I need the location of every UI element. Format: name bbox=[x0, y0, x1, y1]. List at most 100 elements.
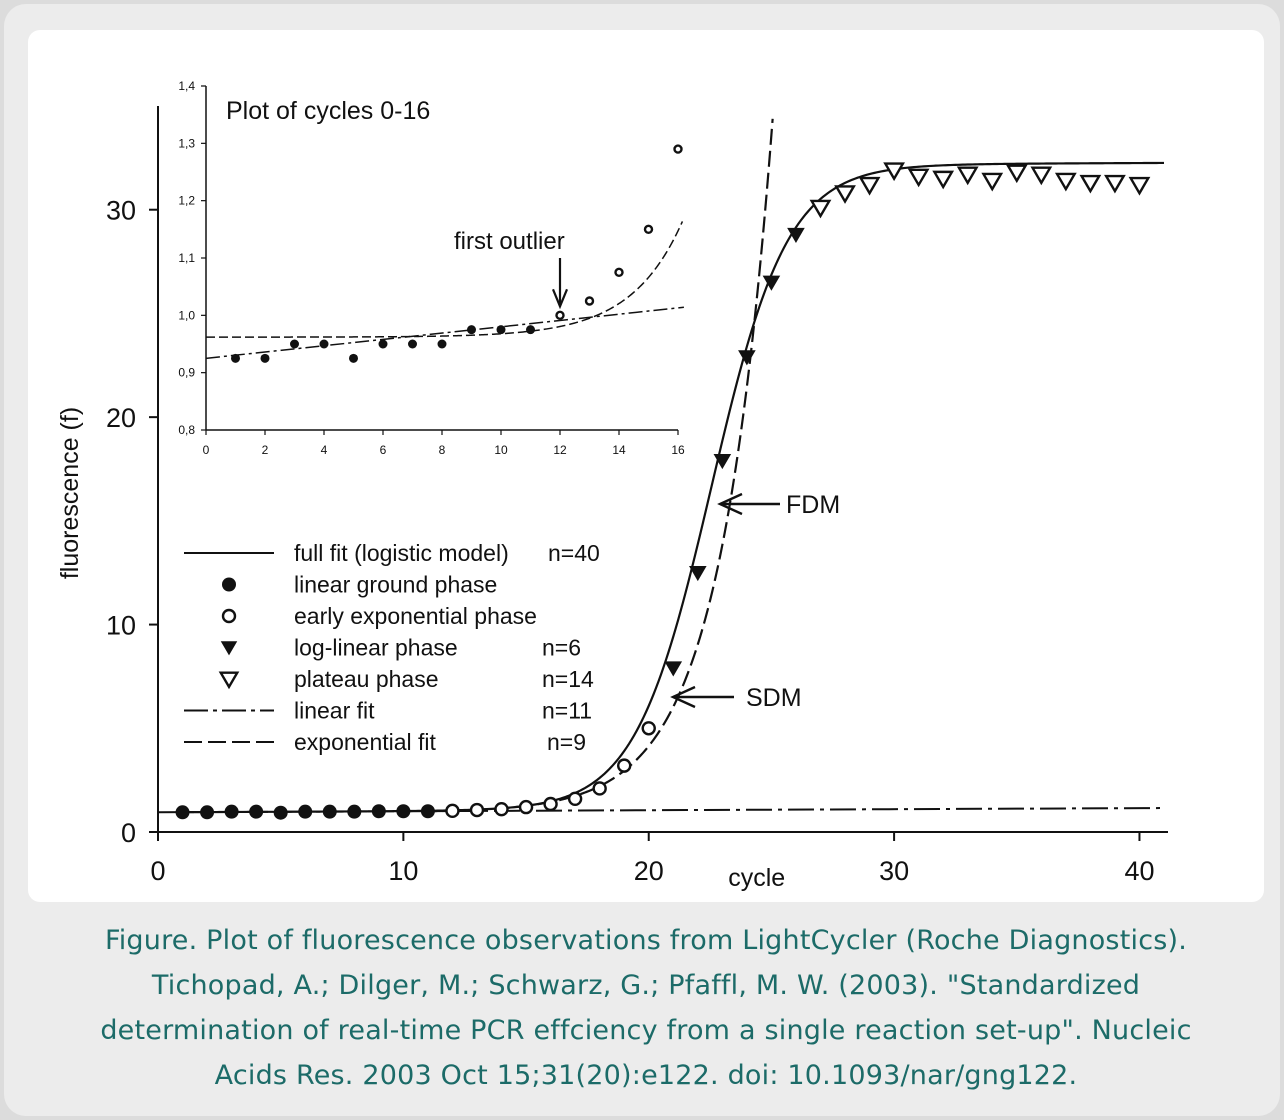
data-point-open-circle bbox=[445, 803, 460, 819]
exponential-fit-line bbox=[427, 118, 774, 813]
inset-exponential-fit-line bbox=[206, 221, 684, 338]
first-outlier-label: first outlier bbox=[454, 228, 565, 255]
inset-y-tick-label: 0,9 bbox=[178, 366, 195, 380]
inset-data-point-filled-circle bbox=[349, 353, 358, 363]
data-point-filled-circle bbox=[224, 804, 239, 819]
x-tick-label: 0 bbox=[150, 856, 165, 886]
legend-item: linear fit n=11 bbox=[184, 698, 592, 724]
data-point-filled-circle bbox=[175, 805, 190, 820]
inset-x-tick-label: 2 bbox=[262, 443, 269, 457]
x-tick-label: 20 bbox=[634, 856, 664, 886]
legend-item: full fit (logistic model) n=40 bbox=[184, 540, 600, 566]
inset-y-tick-label: 1,0 bbox=[178, 308, 195, 322]
data-point-filled-circle bbox=[298, 804, 313, 819]
inset-x-tick-label: 4 bbox=[321, 443, 328, 457]
data-point-filled-circle bbox=[322, 804, 337, 819]
legend-marker-open-circle bbox=[221, 608, 237, 624]
data-point-open-circle bbox=[616, 758, 632, 773]
main-data-points bbox=[175, 162, 1151, 820]
legend-label: early exponential phase bbox=[294, 603, 537, 629]
inset-data-point-filled-circle bbox=[526, 325, 535, 335]
inset-data-point-filled-circle bbox=[408, 339, 417, 349]
data-point-open-triangle bbox=[834, 185, 856, 204]
data-point-open-triangle bbox=[1104, 174, 1126, 194]
data-point-open-triangle bbox=[956, 166, 979, 186]
data-point-open-triangle bbox=[883, 162, 905, 182]
data-point-open-triangle bbox=[809, 199, 832, 219]
figure-frame: 0 10 20 30 40 0 10 20 30 cycle fluorescence (f) 0 2… bbox=[4, 4, 1280, 1116]
inset-data-point-filled-circle bbox=[231, 353, 240, 363]
data-point-open-triangle bbox=[932, 170, 955, 190]
inset-data-point-filled-circle bbox=[467, 325, 476, 335]
inset-data-point-filled-circle bbox=[290, 339, 299, 349]
data-point-open-triangle bbox=[1005, 164, 1028, 184]
inset-y-tick-label: 0,8 bbox=[178, 423, 195, 437]
data-point-open-triangle bbox=[858, 176, 881, 196]
figure-caption: Figure. Plot of fluorescence observation… bbox=[34, 918, 1258, 1098]
data-point-open-circle bbox=[469, 802, 485, 818]
x-tick-label: 40 bbox=[1124, 856, 1154, 886]
chart: 0 10 20 30 40 0 10 20 30 cycle fluorescence (f) 0 2… bbox=[56, 79, 1168, 892]
data-point-open-triangle bbox=[981, 172, 1004, 192]
sdm-annotation: SDM bbox=[670, 684, 802, 712]
data-point-open-circle bbox=[641, 721, 656, 736]
fdm-annotation-head bbox=[717, 492, 743, 516]
y-tick-label: 20 bbox=[106, 403, 136, 433]
inset-data-point-filled-circle bbox=[378, 339, 388, 349]
inset-linear-fit-line bbox=[205, 306, 684, 360]
legend-label: linear fit bbox=[294, 698, 375, 724]
legend-item: exponential fit n=9 bbox=[184, 729, 586, 755]
data-point-open-triangle bbox=[907, 168, 930, 188]
legend-n-value: n=40 bbox=[548, 540, 600, 566]
inset-data-point-open-circle bbox=[643, 224, 654, 235]
y-tick-label: 10 bbox=[106, 611, 136, 641]
inset-data-point-filled-circle bbox=[496, 325, 506, 335]
y-tick-label: 30 bbox=[106, 196, 136, 226]
data-point-open-circle bbox=[518, 799, 534, 815]
x-axis-label: cycle bbox=[728, 864, 785, 892]
data-point-filled-triangle bbox=[787, 227, 805, 244]
data-point-open-triangle bbox=[1054, 172, 1077, 192]
fdm-annotation-label: FDM bbox=[786, 491, 840, 519]
data-point-filled-circle bbox=[200, 805, 215, 820]
legend-n-value: n=9 bbox=[547, 729, 586, 755]
inset-x-tick-label: 10 bbox=[494, 443, 508, 457]
sdm-annotation-head bbox=[670, 685, 696, 709]
legend-label: log-linear phase bbox=[294, 635, 458, 661]
legend-n-value: n=14 bbox=[542, 666, 594, 692]
data-point-filled-circle bbox=[371, 804, 386, 819]
inset-y-tick-label: 1,1 bbox=[178, 251, 195, 265]
inset-x-tick-label: 14 bbox=[612, 443, 626, 457]
figure-panel: 0 10 20 30 40 0 10 20 30 cycle fluorescence (f) 0 2… bbox=[28, 30, 1264, 902]
legend-n-value: n=11 bbox=[542, 698, 592, 724]
main-fit-lines bbox=[157, 118, 1165, 814]
inset-title: Plot of cycles 0-16 bbox=[226, 97, 430, 125]
data-point-open-triangle bbox=[1079, 174, 1102, 194]
data-point-filled-triangle bbox=[689, 565, 707, 582]
y-tick-label: 0 bbox=[121, 818, 136, 848]
inset-data-point-filled-circle bbox=[319, 339, 329, 349]
inset-data-point-open-circle bbox=[584, 296, 595, 306]
inset-data-point-filled-circle bbox=[437, 339, 447, 349]
caption-line-1: Figure. Plot of fluorescence observation… bbox=[104, 925, 1188, 956]
inset-data-point-open-circle bbox=[555, 310, 565, 321]
legend-label: exponential fit bbox=[294, 729, 437, 755]
data-point-open-circle bbox=[567, 791, 583, 807]
fdm-annotation: FDM bbox=[717, 491, 840, 519]
y-axis-label: fluorescence (f) bbox=[56, 407, 84, 579]
inset-y-tick-label: 1,4 bbox=[178, 79, 195, 93]
data-point-filled-triangle bbox=[738, 350, 756, 366]
first-outlier-arrow-head bbox=[551, 288, 569, 310]
inset-x-tick-label: 16 bbox=[671, 443, 685, 457]
annotations: FDM SDM bbox=[670, 491, 840, 712]
data-point-open-circle bbox=[494, 801, 509, 817]
legend-label: linear ground phase bbox=[294, 572, 497, 598]
inset-data-point-open-circle bbox=[614, 267, 624, 278]
data-point-filled-triangle bbox=[664, 661, 683, 677]
data-point-open-triangle bbox=[1128, 176, 1151, 196]
data-point-filled-circle bbox=[273, 805, 288, 820]
inset-y-tick-label: 1,2 bbox=[178, 194, 195, 208]
legend-n-value: n=6 bbox=[542, 635, 581, 661]
data-point-filled-triangle bbox=[713, 453, 732, 470]
